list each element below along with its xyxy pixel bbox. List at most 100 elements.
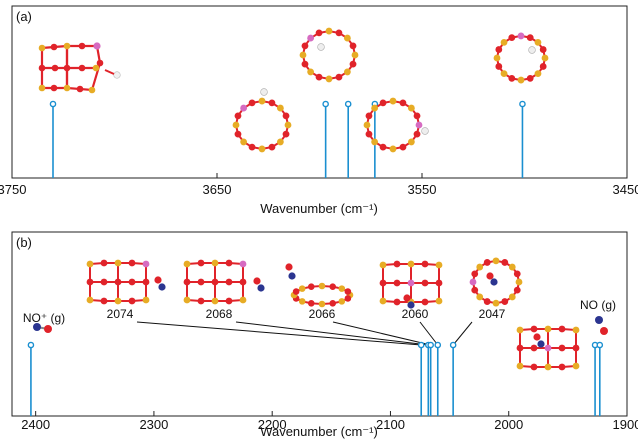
panel-b-x-axis-label: Wavenumber (cm⁻¹)	[260, 424, 378, 439]
ring-atom	[319, 283, 326, 290]
silicon-atom	[436, 262, 443, 269]
silicon-atom	[493, 257, 500, 264]
oxygen-atom	[559, 364, 566, 371]
silicon-atom	[277, 105, 284, 112]
silicon-atom	[535, 70, 542, 77]
oxygen-atom	[531, 326, 538, 333]
oxygen-atom	[269, 144, 276, 151]
oxygen-atom	[283, 112, 290, 119]
silicon-atom	[517, 363, 524, 370]
hydrogen-atom	[529, 47, 536, 54]
silicon-atom	[573, 327, 580, 334]
oxygen-atom	[501, 298, 508, 305]
structure-a4-ring	[364, 98, 429, 153]
stick-head	[597, 342, 602, 347]
oxygen-atom	[350, 61, 357, 68]
gas-label-no: NO (g)	[580, 298, 616, 312]
silicon-atom	[87, 297, 94, 304]
silicon-atom	[259, 98, 266, 105]
structure-a3-ring	[300, 28, 359, 83]
oxygen-atom	[501, 259, 508, 266]
silicon-atom	[517, 327, 524, 334]
stick-head	[28, 342, 33, 347]
silicon-atom	[501, 70, 508, 77]
oxygen-atom	[366, 131, 373, 138]
oxygen-atom	[408, 280, 415, 287]
oxygen-atom	[394, 280, 401, 287]
silicon-atom	[545, 326, 552, 333]
structure-b3-ring	[285, 263, 353, 307]
oxygen-atom	[422, 280, 429, 287]
silicon-atom	[184, 261, 191, 268]
oxygen-atom	[517, 345, 524, 352]
silicon-atom	[371, 139, 378, 146]
silicon-atom	[143, 297, 150, 304]
stick-head	[435, 342, 440, 347]
silicon-atom	[573, 363, 580, 370]
oxygen-atom	[101, 279, 108, 286]
stick-head	[451, 342, 456, 347]
silicon-atom	[212, 260, 219, 267]
oxygen-atom	[531, 345, 538, 352]
oxygen-atom	[380, 100, 387, 107]
oxygen-atom	[269, 100, 276, 107]
annotation-leader	[453, 322, 472, 345]
oxygen-atom	[249, 100, 256, 107]
silicon-atom	[408, 105, 415, 112]
ring-atom	[338, 298, 345, 305]
annotation-label: 2066	[309, 307, 336, 321]
panel-a-tick-label: 3550	[408, 182, 437, 197]
ring-atom	[308, 283, 315, 290]
silicon-atom	[364, 122, 371, 129]
structure-a1-cage	[39, 42, 121, 93]
oxygen-atom	[514, 287, 521, 294]
silicon-atom	[307, 69, 314, 76]
annotation-leader	[137, 322, 421, 345]
structure-b2-cage	[184, 260, 265, 305]
oxygen-atom	[414, 131, 421, 138]
oxygen-atom	[436, 280, 443, 287]
ring-atom	[345, 295, 352, 302]
oxygen-atom	[559, 345, 566, 352]
silicon-atom	[476, 264, 483, 271]
oxygen-atom	[527, 75, 534, 82]
oxygen-atom	[484, 259, 491, 266]
silicon-atom	[518, 77, 525, 84]
silicon-atom	[115, 298, 122, 305]
oxygen-atom	[508, 34, 515, 41]
silicon-atom	[87, 261, 94, 268]
stick-head	[520, 101, 525, 106]
silicon-atom	[326, 28, 333, 35]
silicon-atom	[212, 298, 219, 305]
silicon-atom	[408, 261, 415, 268]
silicon-atom	[501, 39, 508, 46]
oxygen-atom	[129, 260, 136, 267]
hydrogen-atom	[422, 128, 429, 135]
ring-atom	[293, 288, 300, 295]
oxygen-atom	[422, 261, 429, 268]
oxygen-atom	[226, 279, 233, 286]
panel-a: (a) 3750 3650 3550 3450 Wavenumber (cm⁻¹)	[0, 6, 638, 216]
oxygen-atom	[198, 260, 205, 267]
oxygen-atom	[235, 131, 242, 138]
oxygen-atom	[471, 287, 478, 294]
structure-a2-ring	[233, 89, 292, 153]
silicon-atom	[115, 260, 122, 267]
structure-b4-cage	[380, 261, 443, 309]
ring-atom	[329, 283, 336, 290]
oxygen-atom	[302, 61, 309, 68]
silicon-atom	[300, 52, 307, 59]
silicon-atom	[240, 105, 247, 112]
silicon-atom	[380, 262, 387, 269]
structure-b1-cage	[87, 260, 166, 305]
silicon-atom	[285, 122, 292, 129]
oxygen-atom	[366, 112, 373, 119]
oxygen-atom	[350, 42, 357, 49]
panel-b-tick-label: 1900	[613, 417, 638, 432]
oxygen-atom	[316, 30, 323, 37]
oxygen-atom	[422, 299, 429, 306]
oxygen-atom	[394, 299, 401, 306]
panel-a-tick-label: 3650	[203, 182, 232, 197]
panel-b-tick-label: 2100	[376, 417, 405, 432]
